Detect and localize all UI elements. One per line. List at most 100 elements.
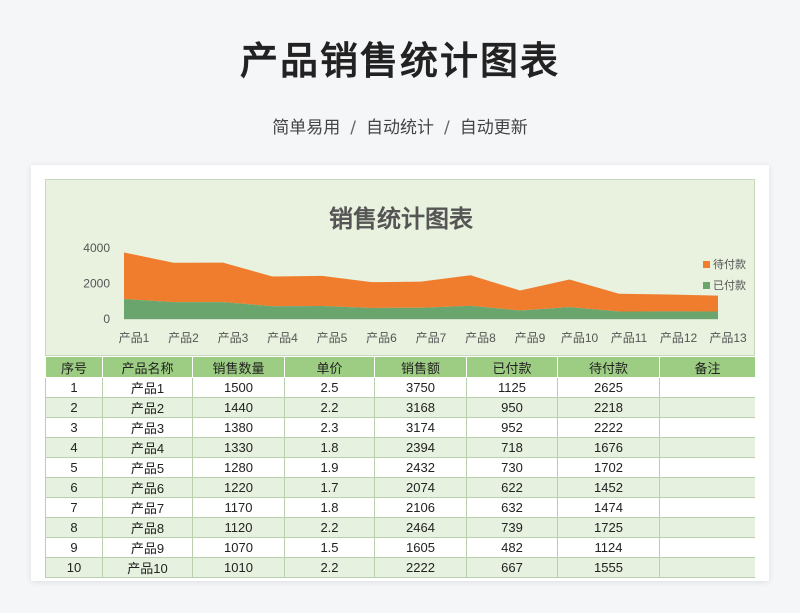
table-cell[interactable]: 产品3 [102, 417, 193, 438]
table-cell[interactable]: 5 [45, 457, 103, 478]
table-cell[interactable]: 739 [466, 517, 558, 538]
table-cell[interactable] [659, 557, 755, 578]
table-cell[interactable]: 950 [466, 397, 558, 418]
table-cell[interactable]: 2218 [557, 397, 660, 418]
table-cell[interactable]: 7 [45, 497, 103, 518]
table-cell[interactable]: 3168 [374, 397, 467, 418]
table-cell[interactable]: 1555 [557, 557, 660, 578]
table-cell[interactable]: 2.5 [284, 377, 375, 398]
legend-label: 待付款 [713, 257, 746, 271]
y-tick-label: 0 [103, 312, 110, 326]
column-header[interactable]: 产品名称 [102, 356, 193, 378]
table-cell[interactable]: 产品8 [102, 517, 193, 538]
table-cell[interactable]: 2.2 [284, 517, 375, 538]
column-header[interactable]: 单价 [284, 356, 375, 378]
table-cell[interactable]: 482 [466, 537, 558, 558]
table-cell[interactable]: 1474 [557, 497, 660, 518]
table-cell[interactable]: 2625 [557, 377, 660, 398]
x-tick-label: 产品7 [416, 331, 447, 345]
subtitle-item: 简单易用 [272, 118, 341, 138]
table-cell[interactable]: 2394 [374, 437, 467, 458]
table-cell[interactable] [659, 417, 755, 438]
table-cell[interactable]: 1170 [192, 497, 285, 518]
area-series-paid [124, 299, 718, 319]
table-cell[interactable]: 1.8 [284, 497, 375, 518]
table-cell[interactable]: 产品5 [102, 457, 193, 478]
table-cell[interactable]: 产品6 [102, 477, 193, 498]
table-cell[interactable] [659, 537, 755, 558]
column-header[interactable]: 备注 [659, 356, 755, 378]
table-cell[interactable] [659, 517, 755, 538]
table-row: 10 产品10 1010 2.2 2222 667 1555 [45, 557, 755, 578]
table-cell[interactable]: 1440 [192, 397, 285, 418]
table-cell[interactable]: 3174 [374, 417, 467, 438]
table-cell[interactable]: 632 [466, 497, 558, 518]
table-cell[interactable]: 10 [45, 557, 103, 578]
table-cell[interactable] [659, 397, 755, 418]
table-cell[interactable]: 1.8 [284, 437, 375, 458]
table-cell[interactable]: 1 [45, 377, 103, 398]
table-cell[interactable]: 产品9 [102, 537, 193, 558]
table-cell[interactable]: 1010 [192, 557, 285, 578]
table-cell[interactable]: 3750 [374, 377, 467, 398]
table-cell[interactable]: 8 [45, 517, 103, 538]
table-cell[interactable]: 1380 [192, 417, 285, 438]
table-cell[interactable]: 2 [45, 397, 103, 418]
table-cell[interactable]: 1124 [557, 537, 660, 558]
table-cell[interactable]: 2464 [374, 517, 467, 538]
table-cell[interactable]: 产品2 [102, 397, 193, 418]
table-cell[interactable] [659, 377, 755, 398]
table-cell[interactable]: 1452 [557, 477, 660, 498]
spreadsheet: 销售统计图表 4000 2000 0 产品1 产品2 产品3 产品4 产品5 产品6 产品7 产品8 产… [45, 179, 755, 581]
column-header[interactable]: 序号 [45, 356, 103, 378]
table-cell[interactable] [659, 457, 755, 478]
table-cell[interactable] [659, 477, 755, 498]
table-cell[interactable]: 2222 [557, 417, 660, 438]
table-cell[interactable]: 产品10 [102, 557, 193, 578]
table-cell[interactable]: 1725 [557, 517, 660, 538]
table-cell[interactable]: 2.3 [284, 417, 375, 438]
table-cell[interactable] [659, 437, 755, 458]
table-cell[interactable]: 2.2 [284, 557, 375, 578]
x-tick-label: 产品12 [660, 331, 698, 345]
table-cell[interactable]: 1120 [192, 517, 285, 538]
table-cell[interactable]: 2.2 [284, 397, 375, 418]
table-cell[interactable]: 730 [466, 457, 558, 478]
table-cell[interactable]: 1070 [192, 537, 285, 558]
table-cell[interactable]: 1500 [192, 377, 285, 398]
table-cell[interactable]: 952 [466, 417, 558, 438]
table-cell[interactable]: 产品7 [102, 497, 193, 518]
table-cell[interactable]: 1125 [466, 377, 558, 398]
table-cell[interactable]: 6 [45, 477, 103, 498]
column-header[interactable]: 销售额 [374, 356, 467, 378]
table-cell[interactable]: 9 [45, 537, 103, 558]
table-cell[interactable]: 2106 [374, 497, 467, 518]
subtitle: 简单易用 / 自动统计 / 自动更新 [0, 113, 800, 138]
table-cell[interactable]: 3 [45, 417, 103, 438]
table-cell[interactable]: 1.5 [284, 537, 375, 558]
table-cell[interactable]: 1676 [557, 437, 660, 458]
table-cell[interactable]: 产品1 [102, 377, 193, 398]
table-cell[interactable]: 1.9 [284, 457, 375, 478]
table-cell[interactable]: 2074 [374, 477, 467, 498]
column-header[interactable]: 销售数量 [192, 356, 285, 378]
table-cell[interactable]: 1330 [192, 437, 285, 458]
table-cell[interactable]: 产品4 [102, 437, 193, 458]
table-cell[interactable]: 667 [466, 557, 558, 578]
table-cell[interactable]: 2222 [374, 557, 467, 578]
column-header[interactable]: 已付款 [466, 356, 558, 378]
chart-area[interactable]: 销售统计图表 4000 2000 0 产品1 产品2 产品3 产品4 产品5 产品6 产品7 产品8 产… [45, 179, 755, 356]
table-cell[interactable]: 1280 [192, 457, 285, 478]
table-cell[interactable]: 4 [45, 437, 103, 458]
table-cell[interactable]: 622 [466, 477, 558, 498]
table-cell[interactable]: 718 [466, 437, 558, 458]
column-header[interactable]: 待付款 [557, 356, 660, 378]
chart-title: 销售统计图表 [329, 205, 474, 233]
table-cell[interactable]: 1220 [192, 477, 285, 498]
table-cell[interactable]: 1605 [374, 537, 467, 558]
table-cell[interactable]: 2432 [374, 457, 467, 478]
table-cell[interactable] [659, 497, 755, 518]
table-cell[interactable]: 1702 [557, 457, 660, 478]
table-cell[interactable]: 1.7 [284, 477, 375, 498]
x-tick-label: 产品11 [611, 331, 648, 345]
